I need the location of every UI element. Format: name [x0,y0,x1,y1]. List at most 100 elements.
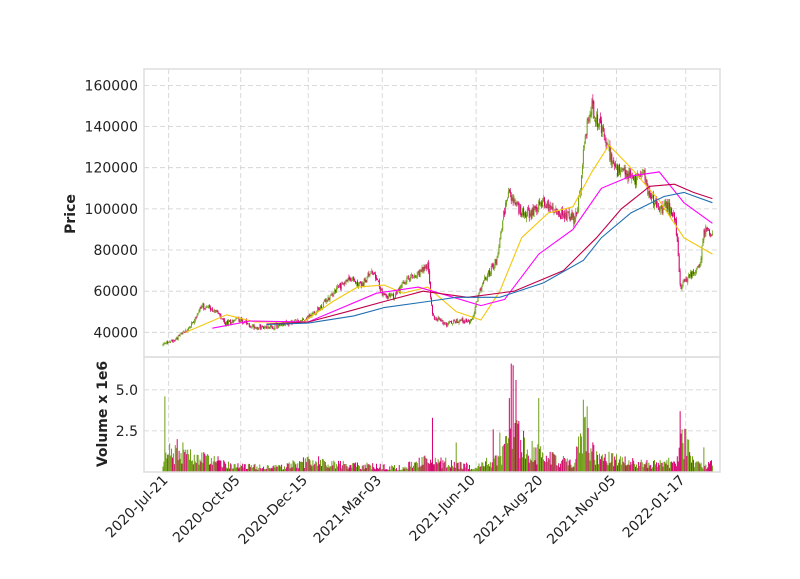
candle-body [488,270,490,276]
candle-body [221,318,223,320]
volume-bar [626,465,628,472]
volume-bar [298,468,300,472]
volume-bar [462,469,464,472]
volume-bar [261,468,263,472]
volume-bar [324,461,326,472]
volume-bar [657,462,659,472]
candle-body [169,341,171,343]
volume-bar [317,465,319,472]
candle-body [662,208,664,214]
candle-body [539,201,541,205]
volume-bar [520,439,522,472]
candle-body [536,207,538,212]
volume-bar [359,468,361,472]
candle-body [312,312,314,314]
candle-body [365,280,367,283]
candle-body [187,329,189,332]
candle-body [614,163,616,167]
volume-bar [379,463,381,472]
candle-body [250,327,252,329]
volume-bar [647,467,649,472]
volume-bar [518,420,520,472]
candle-body [499,238,501,248]
volume-bar [305,462,307,472]
volume-bar [693,467,695,472]
volume-bar [484,466,486,472]
volume-bar [437,459,439,472]
candle-body [591,100,593,115]
candle-body [190,326,191,328]
candle-body [468,321,470,323]
volume-bar [570,464,572,472]
volume-bar [694,462,696,472]
candle-body [604,139,606,141]
volume-bar [339,460,341,472]
volume-bar [496,465,498,472]
volume-bar [357,465,359,472]
volume-bar [425,457,427,472]
candle-body [711,233,713,236]
candle-body [537,210,539,212]
volume-bar [340,468,342,472]
volume-bar [574,462,576,472]
candle-body [434,318,436,320]
volume-bar [501,464,503,472]
candle-body [428,262,430,272]
candle-body [705,226,707,237]
volume-bar [630,461,632,472]
candle-body [655,199,657,207]
volume-bar [607,465,609,472]
volume-bar [370,465,372,472]
volume-bar [470,468,472,472]
candle-body [535,207,537,209]
candle-body [524,213,526,216]
candle-body [313,311,315,314]
candle-body [558,210,560,215]
candle-body [595,121,597,123]
candle-body [550,208,552,210]
volume-bar [227,461,229,472]
candle-body [422,267,424,271]
candle-body [323,300,325,302]
volume-bar [550,464,552,472]
volume-bar [617,462,619,472]
volume-bar [531,440,533,472]
volume-bar [397,470,399,472]
volume-bar [238,468,240,472]
candle-body [683,280,685,282]
volume-bar [164,396,166,472]
volume-bar [246,468,248,472]
candle-body [331,293,333,296]
candle-body [483,281,485,283]
candle-body [573,215,575,224]
candle-body [409,278,411,280]
volume-bar [256,466,258,472]
candle-body [471,318,473,320]
candle-body [629,170,631,175]
candle-body [496,257,498,265]
candle-body [426,266,428,270]
volume-bar [564,458,566,472]
volume-bar [592,442,594,472]
candle-body [337,286,339,288]
volume-bar [578,436,580,472]
volume-bar [294,462,296,472]
volume-bar [452,467,454,472]
candle-body [243,322,245,324]
volume-bar [698,462,700,472]
volume-bar [178,450,180,472]
volume-bar [446,467,448,472]
candle-body [529,212,531,217]
candle-body [358,282,360,284]
volume-bar [203,452,205,472]
volume-bar [165,452,167,472]
volume-bar [424,455,426,472]
volume-bar [187,449,189,472]
volume-bar [573,466,575,472]
volume-bar [539,448,541,472]
candle-body [696,267,698,269]
volume-bar [658,464,660,472]
candle-body [646,180,648,185]
candle-body [697,266,699,268]
candle-body [197,313,199,315]
